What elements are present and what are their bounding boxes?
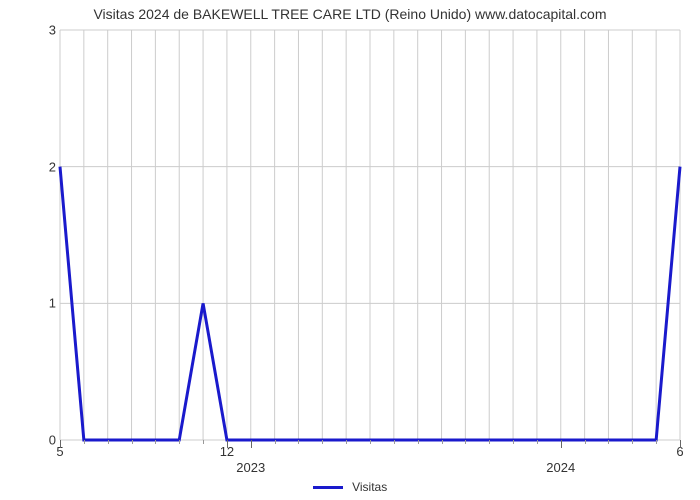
x-tick — [561, 440, 562, 448]
x-tick — [489, 440, 490, 444]
x-tick — [132, 440, 133, 444]
x-year-label: 2023 — [236, 460, 265, 475]
x-tick — [298, 440, 299, 444]
x-tick — [608, 440, 609, 444]
x-tick — [60, 440, 61, 448]
plot-area — [60, 30, 680, 440]
x-tick — [84, 440, 85, 444]
chart-svg — [60, 30, 680, 440]
x-tick — [537, 440, 538, 444]
x-year-label: 2024 — [546, 460, 575, 475]
chart-container: Visitas 2024 de BAKEWELL TREE CARE LTD (… — [0, 0, 700, 500]
x-tick — [322, 440, 323, 444]
y-tick-label: 3 — [38, 23, 56, 38]
x-tick — [179, 440, 180, 444]
chart-title: Visitas 2024 de BAKEWELL TREE CARE LTD (… — [0, 6, 700, 22]
x-tick — [632, 440, 633, 444]
legend-swatch — [313, 486, 343, 489]
x-tick — [585, 440, 586, 444]
x-tick — [394, 440, 395, 444]
x-tick — [275, 440, 276, 444]
x-tick — [465, 440, 466, 444]
x-tick — [442, 440, 443, 444]
legend: Visitas — [0, 480, 700, 494]
x-tick — [680, 440, 681, 448]
x-tick — [370, 440, 371, 444]
x-tick — [203, 440, 204, 444]
y-tick-label: 2 — [38, 159, 56, 174]
y-tick-label: 0 — [38, 433, 56, 448]
x-tick — [227, 440, 228, 448]
legend-label: Visitas — [352, 480, 387, 494]
y-tick-label: 1 — [38, 296, 56, 311]
x-tick — [108, 440, 109, 444]
x-tick — [251, 440, 252, 448]
x-tick — [346, 440, 347, 444]
x-tick — [155, 440, 156, 444]
x-tick — [418, 440, 419, 444]
x-tick — [513, 440, 514, 444]
x-tick — [656, 440, 657, 444]
